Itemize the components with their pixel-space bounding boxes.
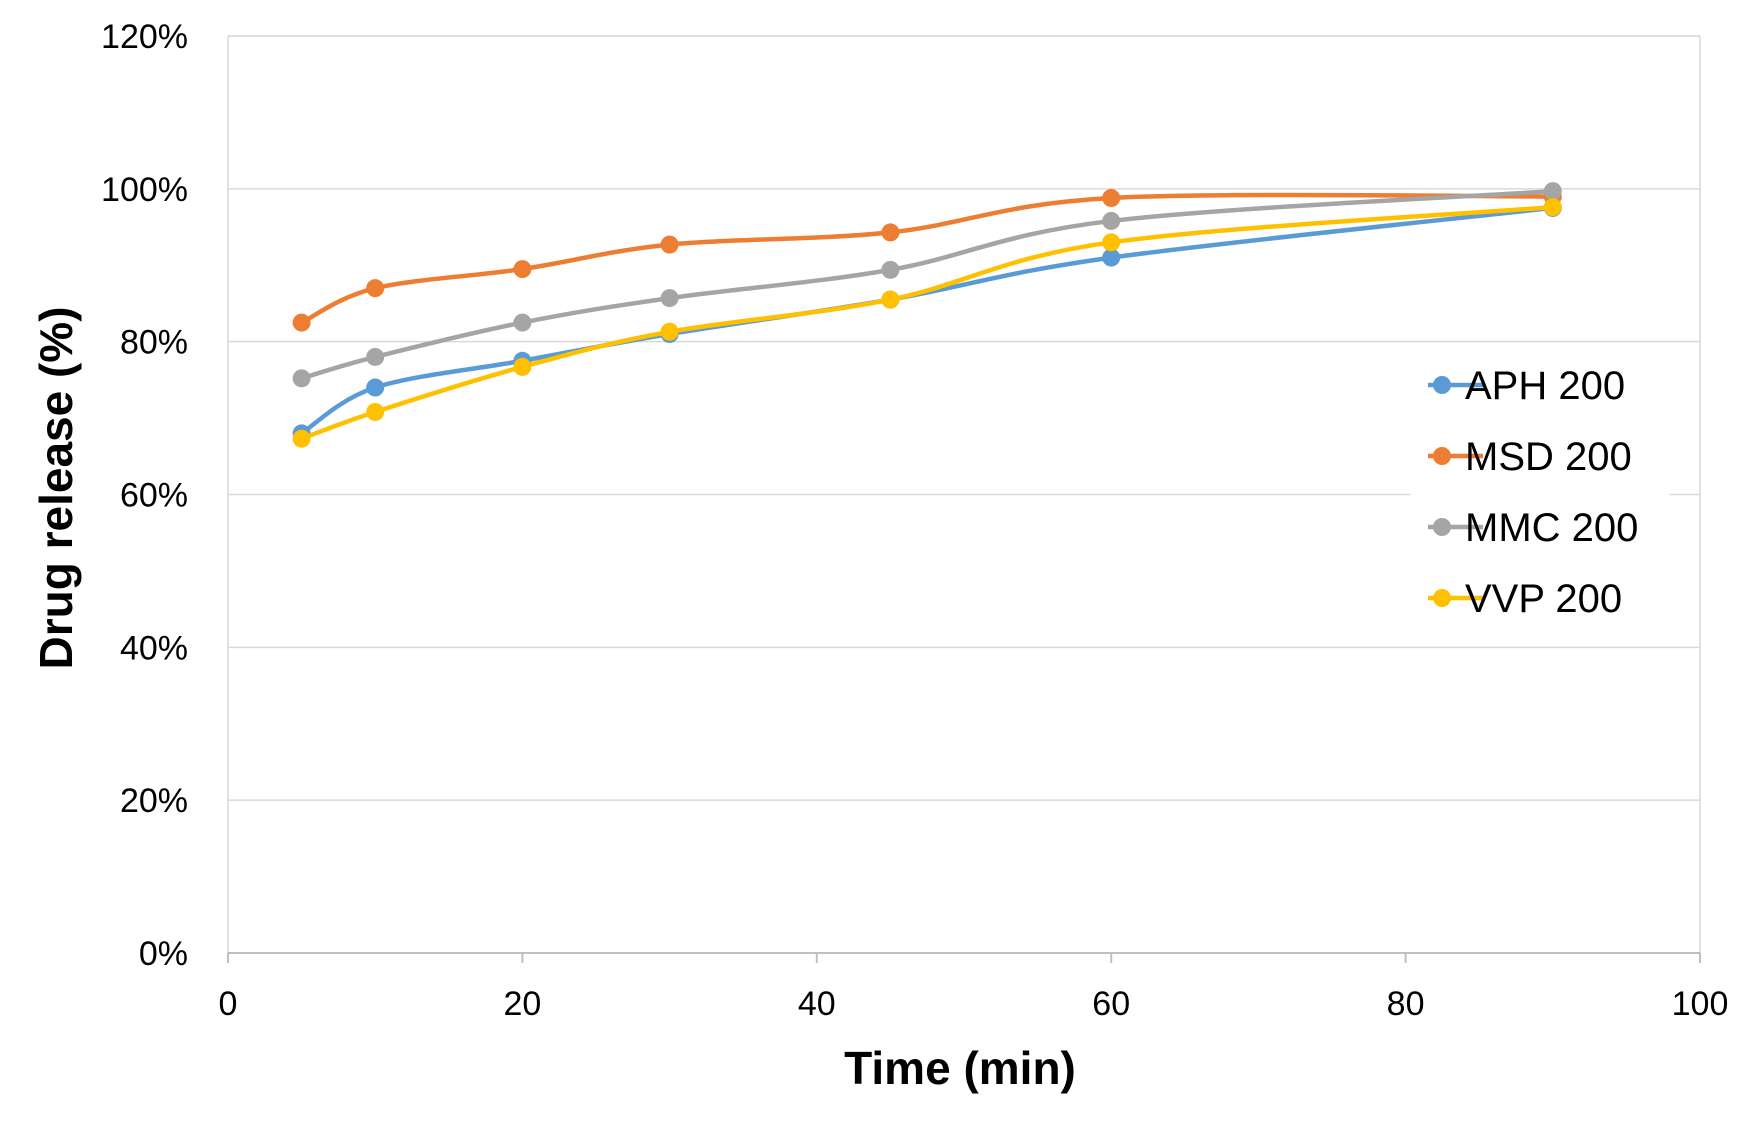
data-point-vvp-200 xyxy=(660,322,679,341)
legend-swatch-marker xyxy=(1433,447,1451,465)
series-mmc-200 xyxy=(292,182,1562,388)
y-tick-label: 0% xyxy=(139,935,188,973)
data-point-msd-200 xyxy=(513,260,532,279)
x-tick-label: 60 xyxy=(1092,985,1130,1023)
data-point-mmc-200 xyxy=(513,313,532,332)
grid-lines xyxy=(228,35,1701,953)
data-point-msd-200 xyxy=(1102,189,1121,208)
legend-label: MSD 200 xyxy=(1465,435,1632,479)
legend-background xyxy=(1410,350,1670,640)
series-line-msd-200 xyxy=(299,192,1556,325)
data-point-vvp-200 xyxy=(513,357,532,376)
series-line-vvp-200 xyxy=(299,204,1556,441)
data-point-mmc-200 xyxy=(292,369,311,388)
legend-label: MMC 200 xyxy=(1465,506,1638,550)
axes xyxy=(227,36,1701,963)
series-vvp-200 xyxy=(292,198,1562,448)
legend-swatch-marker xyxy=(1433,376,1451,394)
data-point-aph-200 xyxy=(366,378,385,397)
data-point-aph-200 xyxy=(1102,248,1121,267)
data-point-msd-200 xyxy=(366,279,385,298)
x-tick-label: 100 xyxy=(1672,985,1729,1023)
data-point-mmc-200 xyxy=(1543,182,1562,201)
y-tick-label: 120% xyxy=(101,18,188,56)
legend-label: VVP 200 xyxy=(1465,577,1622,621)
x-tick-label: 20 xyxy=(503,985,541,1023)
data-point-msd-200 xyxy=(881,223,900,242)
x-axis-title: Time (min) xyxy=(844,1042,1076,1094)
data-point-vvp-200 xyxy=(1102,233,1121,252)
y-axis-title: Drug release (%) xyxy=(30,306,82,669)
legend-item-mmc-200: MMC 200 xyxy=(1428,506,1638,550)
data-point-msd-200 xyxy=(660,235,679,254)
data-point-mmc-200 xyxy=(881,260,900,279)
y-tick-label: 80% xyxy=(120,324,188,362)
data-point-msd-200 xyxy=(292,313,311,332)
legend-swatch-marker xyxy=(1433,589,1451,607)
series-msd-200 xyxy=(292,187,1562,332)
data-point-vvp-200 xyxy=(1543,198,1562,217)
data-point-vvp-200 xyxy=(881,290,900,309)
data-point-mmc-200 xyxy=(660,289,679,308)
legend-item-msd-200: MSD 200 xyxy=(1428,435,1632,479)
y-tick-label: 100% xyxy=(101,171,188,209)
y-tick-label: 60% xyxy=(120,477,188,515)
legend-item-aph-200: APH 200 xyxy=(1428,364,1625,408)
x-tick-labels: 0 20 40 60 80 100 xyxy=(219,985,1729,1023)
y-tick-label: 20% xyxy=(120,782,188,820)
data-point-mmc-200 xyxy=(366,347,385,366)
legend-swatch-marker xyxy=(1433,518,1451,536)
legend: APH 200 MSD 200 MMC 200 VVP 200 xyxy=(1410,350,1670,640)
y-tick-label: 40% xyxy=(120,629,188,667)
data-point-vvp-200 xyxy=(366,402,385,421)
y-tick-labels: 0% 20% 40% 60% 80% 100% 120% xyxy=(101,18,188,973)
series-line-mmc-200 xyxy=(299,188,1556,381)
legend-label: APH 200 xyxy=(1465,364,1625,408)
data-series xyxy=(292,182,1562,448)
x-tick-label: 40 xyxy=(798,985,836,1023)
x-tick-label: 80 xyxy=(1387,985,1425,1023)
legend-item-vvp-200: VVP 200 xyxy=(1428,577,1622,621)
data-point-vvp-200 xyxy=(292,429,311,448)
x-tick-label: 0 xyxy=(219,985,238,1023)
data-point-mmc-200 xyxy=(1102,211,1121,230)
